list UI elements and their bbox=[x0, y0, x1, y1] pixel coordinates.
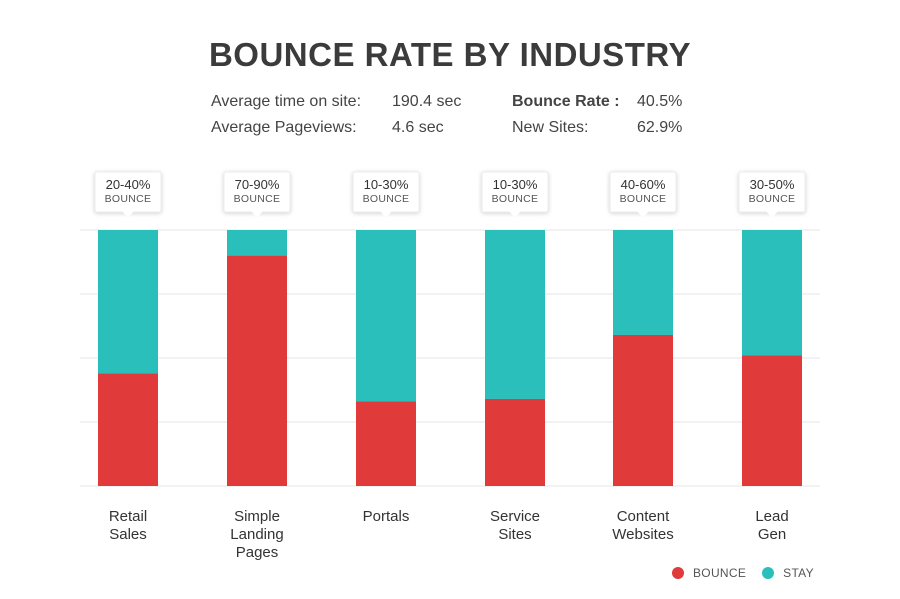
callout-label: BOUNCE bbox=[105, 193, 152, 205]
category-label: Sites bbox=[498, 526, 531, 543]
category-label: Pages bbox=[236, 544, 279, 561]
stat-label: New Sites: bbox=[512, 119, 589, 136]
category-label: Retail bbox=[109, 508, 147, 525]
category-label: Websites bbox=[612, 526, 673, 543]
bar-stay bbox=[227, 230, 287, 256]
callout-label: BOUNCE bbox=[749, 193, 796, 205]
legend-label-stay: STAY bbox=[783, 566, 814, 580]
callout-range: 40-60% bbox=[621, 177, 666, 192]
bar-bounce bbox=[485, 398, 545, 486]
callout-range: 10-30% bbox=[493, 177, 538, 192]
stat-label: Average Pageviews: bbox=[211, 119, 357, 136]
callout-range: 10-30% bbox=[364, 177, 409, 192]
category-label: Sales bbox=[109, 526, 147, 543]
legend-label-bounce: BOUNCE bbox=[693, 566, 747, 580]
bar-stay bbox=[613, 230, 673, 335]
stats-right: Bounce Rate : 40.5% New Sites: 62.9% bbox=[512, 89, 682, 141]
stat-avg-time: Average time on site: 190.4 sec bbox=[211, 89, 461, 115]
chart-title: BOUNCE RATE BY INDUSTRY bbox=[208, 36, 692, 73]
category-label: Lead bbox=[755, 508, 788, 525]
stat-bounce-rate: Bounce Rate : 40.5% bbox=[512, 89, 682, 115]
callout-range: 20-40% bbox=[106, 177, 151, 192]
bar-bounce bbox=[98, 373, 158, 486]
stat-value: 40.5% bbox=[637, 93, 683, 110]
stat-value: 190.4 sec bbox=[392, 93, 462, 110]
bar-bounce bbox=[742, 355, 802, 486]
stat-value: 4.6 sec bbox=[392, 119, 444, 136]
category-label: Gen bbox=[758, 526, 786, 543]
legend-swatch-stay bbox=[762, 567, 775, 579]
callout-pointer bbox=[122, 211, 134, 218]
callout-pointer bbox=[766, 211, 778, 218]
callout-range: 30-50% bbox=[750, 177, 795, 192]
bar-bounce bbox=[356, 401, 416, 486]
stat-value: 62.9% bbox=[637, 119, 683, 136]
bar-stay bbox=[98, 230, 158, 374]
callout-range: 70-90% bbox=[235, 177, 280, 192]
bar-bounce bbox=[227, 255, 287, 486]
callout-pointer bbox=[251, 211, 263, 218]
category-label: Simple bbox=[234, 508, 280, 525]
callout-pointer bbox=[380, 211, 392, 218]
callout-label: BOUNCE bbox=[234, 193, 281, 205]
category-label: Portals bbox=[363, 508, 410, 525]
callout-label: BOUNCE bbox=[620, 193, 667, 205]
stat-new-sites: New Sites: 62.9% bbox=[512, 115, 682, 141]
bar-stay bbox=[742, 230, 802, 356]
legend: BOUNCE STAY bbox=[672, 566, 830, 580]
category-label: Content bbox=[617, 508, 670, 525]
legend-item-bounce: BOUNCE bbox=[672, 566, 746, 580]
stat-label: Average time on site: bbox=[211, 93, 362, 110]
category-label: Service bbox=[490, 508, 540, 525]
category-label: Landing bbox=[230, 526, 283, 543]
callout-label: BOUNCE bbox=[363, 193, 410, 205]
legend-item-stay: STAY bbox=[762, 566, 814, 580]
bar-stay bbox=[356, 230, 416, 402]
callout-label: BOUNCE bbox=[492, 193, 539, 205]
stats-left: Average time on site: 190.4 sec Average P… bbox=[211, 89, 461, 141]
callout-pointer bbox=[637, 211, 649, 218]
callout-pointer bbox=[509, 211, 521, 218]
bar-bounce bbox=[613, 334, 673, 486]
bar-stay bbox=[485, 230, 545, 399]
stat-label: Bounce Rate : bbox=[512, 93, 620, 110]
legend-swatch-bounce bbox=[672, 567, 684, 579]
stat-avg-pageviews: Average Pageviews: 4.6 sec bbox=[211, 115, 461, 141]
